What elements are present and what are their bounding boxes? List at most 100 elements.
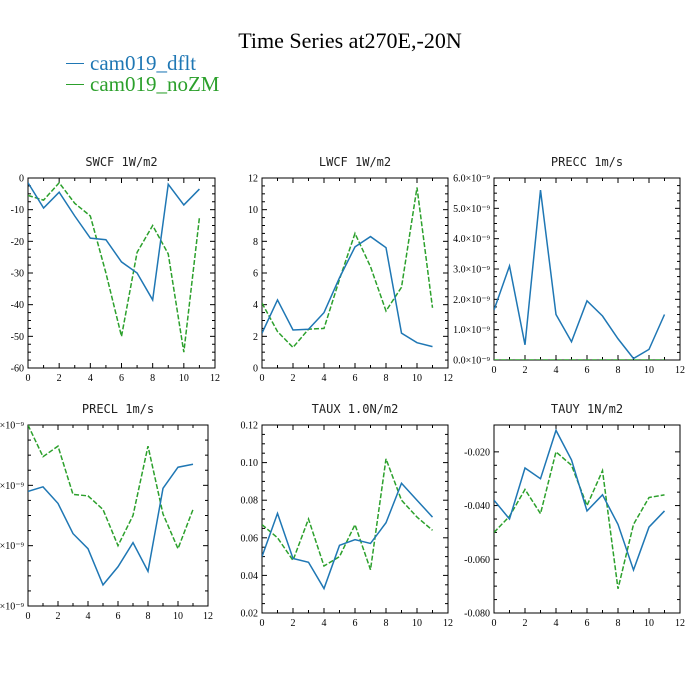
series-line-nozm <box>28 425 194 551</box>
plot-frame <box>493 424 681 614</box>
x-tick-label: 12 <box>675 365 685 376</box>
page-title: Time Series at270E,-20N <box>238 28 462 53</box>
chart-precc: PRECC 1m/s 0 2 4 6 8 10 12 0.0×10⁻⁹ 1.0×10⁻⁹ 2.0×1… <box>453 155 685 376</box>
series-line-dflt <box>28 182 200 303</box>
series-line-dflt <box>262 235 433 348</box>
x-tick-label: 10 <box>412 373 422 384</box>
x-tick-label: 4 <box>554 365 559 376</box>
series-line-nozm <box>494 450 665 590</box>
x-tick-label: 10 <box>644 365 654 376</box>
x-tick-label: 8 <box>384 618 389 629</box>
y-tick-label: 0.02 <box>241 609 259 620</box>
y-tick-label: 0.0×10⁻⁹ <box>453 356 490 367</box>
x-tick-label: 0 <box>260 373 265 384</box>
plot-frame <box>27 424 209 607</box>
x-tick-label: 12 <box>203 611 213 622</box>
legend-swatch-dflt <box>66 62 84 64</box>
y-tick-label: 6.0×10⁻⁹ <box>0 421 25 432</box>
chart-precl: PRECL 1m/s 0 2 4 6 8 10 12 0×10⁻⁹ 2.0×10⁻⁹ 4.0×10⁻… <box>0 402 213 622</box>
x-tick-label: 0 <box>260 618 265 629</box>
y-tick-label: 8 <box>253 237 258 248</box>
x-tick-label: 6 <box>116 611 121 622</box>
chart-title: PRECL 1m/s <box>82 402 154 416</box>
x-tick-label: 4 <box>88 373 93 384</box>
x-tick-label: 8 <box>146 611 151 622</box>
y-tick-label: 0 <box>19 174 24 185</box>
legend-swatch-nozm <box>66 83 84 85</box>
x-tick-label: 2 <box>291 618 296 629</box>
series-line-dflt <box>494 190 666 360</box>
chart-tauy: TAUY 1N/m2 0 2 4 6 8 10 12 -0.080 -0.060 -0.040 -0.… <box>464 402 685 629</box>
y-tick-label: -40 <box>11 300 24 311</box>
y-tick-label: 2.0×10⁻⁹ <box>0 541 25 552</box>
y-tick-label: 2 <box>253 332 258 343</box>
y-tick-label: 0.06 <box>241 533 259 544</box>
y-tick-label: -0.020 <box>464 447 490 458</box>
legend-item-nozm: cam019_noZM <box>66 73 219 95</box>
series-line-dflt <box>494 428 666 573</box>
y-tick-label: 0.12 <box>241 421 259 432</box>
x-tick-label: 12 <box>443 373 453 384</box>
x-tick-label: 6 <box>585 618 590 629</box>
series-line-nozm <box>262 187 434 349</box>
x-tick-label: 6 <box>353 373 358 384</box>
x-tick-label: 10 <box>179 373 189 384</box>
series-line-dflt <box>262 481 434 591</box>
x-tick-label: 2 <box>291 373 296 384</box>
x-tick-label: 12 <box>210 373 220 384</box>
x-tick-label: 12 <box>443 618 453 629</box>
chart-lwcf: LWCF 1W/m2 0 2 4 6 8 10 12 0 2 4 6 8 10 12 <box>248 155 453 384</box>
x-tick-label: 8 <box>150 373 155 384</box>
x-tick-label: 0 <box>26 373 31 384</box>
y-tick-label: -60 <box>11 364 24 375</box>
chart-swcf: SWCF 1W/m2 0 2 4 6 8 10 12 -60 -50 -40 -30 -20 -10 0 <box>11 155 220 384</box>
x-tick-label: 6 <box>585 365 590 376</box>
x-tick-label: 8 <box>616 618 621 629</box>
y-tick-label: -0.060 <box>464 555 490 566</box>
x-tick-label: 10 <box>644 618 654 629</box>
x-tick-label: 8 <box>384 373 389 384</box>
series-line-dflt <box>28 463 194 587</box>
y-tick-label: -20 <box>11 237 24 248</box>
x-tick-label: 2 <box>523 365 528 376</box>
y-tick-label: 4.0×10⁻⁹ <box>453 234 490 245</box>
x-tick-label: 0 <box>26 611 31 622</box>
y-tick-label: -50 <box>11 332 24 343</box>
chart-title: SWCF 1W/m2 <box>85 155 157 169</box>
series-line-nozm <box>262 458 433 571</box>
x-tick-label: 0 <box>492 618 497 629</box>
x-tick-label: 2 <box>523 618 528 629</box>
legend-label-nozm: cam019_noZM <box>90 72 220 96</box>
legend-item-dflt: cam019_dflt <box>66 52 196 74</box>
x-tick-label: 2 <box>57 373 62 384</box>
y-tick-label: 6.0×10⁻⁹ <box>453 174 490 185</box>
plot-frame <box>261 424 449 614</box>
x-tick-label: 10 <box>412 618 422 629</box>
chart-taux: TAUX 1.0N/m2 0 2 4 6 8 10 12 0.02 0.04 0.06 0.08 0.1… <box>241 402 454 629</box>
y-tick-label: 0.08 <box>241 496 259 507</box>
y-tick-label: 3.0×10⁻⁹ <box>453 265 490 276</box>
y-tick-label: 0.10 <box>241 458 259 469</box>
y-tick-label: 0 <box>253 364 258 375</box>
x-tick-label: 10 <box>173 611 183 622</box>
plot-frame <box>27 177 216 369</box>
y-tick-label: 1.0×10⁻⁹ <box>453 325 490 336</box>
y-tick-label: -0.080 <box>464 609 490 620</box>
chart-title: TAUY 1N/m2 <box>551 402 623 416</box>
y-tick-label: 10 <box>248 205 258 216</box>
y-tick-label: 12 <box>248 174 258 185</box>
y-tick-label: 6 <box>253 269 258 280</box>
y-tick-label: 5.0×10⁻⁹ <box>453 204 490 215</box>
y-tick-label: -30 <box>11 269 24 280</box>
x-tick-label: 0 <box>492 365 497 376</box>
y-tick-label: -10 <box>11 205 24 216</box>
y-tick-label: 4 <box>253 300 258 311</box>
x-tick-label: 4 <box>86 611 91 622</box>
x-tick-label: 2 <box>56 611 61 622</box>
chart-title: LWCF 1W/m2 <box>319 155 391 169</box>
x-tick-label: 8 <box>616 365 621 376</box>
y-tick-label: -0.040 <box>464 501 490 512</box>
x-tick-label: 6 <box>353 618 358 629</box>
legend-label-dflt: cam019_dflt <box>90 51 197 75</box>
